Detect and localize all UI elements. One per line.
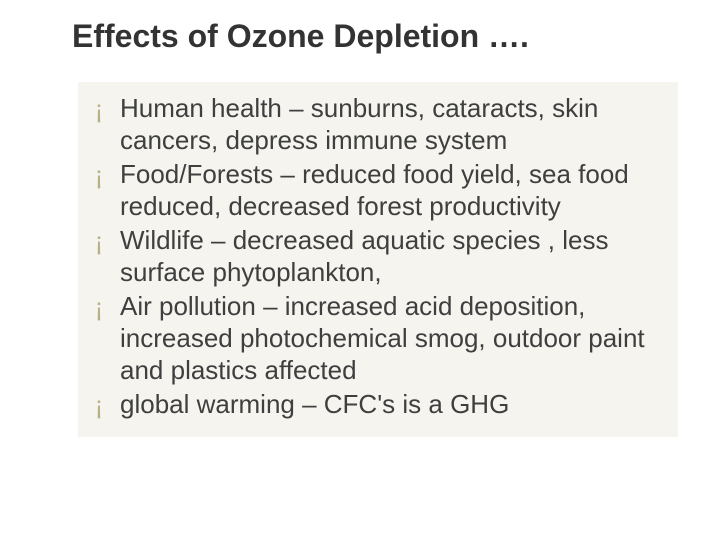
bullet-icon: ¡ [78,389,120,421]
list-item-text: Human health – sunburns, cataracts, skin… [120,92,670,156]
slide-body: ¡Human health – sunburns, cataracts, ski… [78,82,678,437]
list-item: ¡Air pollution – increased acid depositi… [78,290,670,386]
list-item: ¡Human health – sunburns, cataracts, ski… [78,92,670,156]
bullet-icon: ¡ [78,93,120,125]
bullet-icon: ¡ [78,291,120,323]
list-item-text: global warming – CFC's is a GHG [120,388,670,420]
list-item-text: Wildlife – decreased aquatic species , l… [120,224,670,288]
slide-title: Effects of Ozone Depletion …. [72,18,529,55]
list-item-text: Air pollution – increased acid depositio… [120,290,670,386]
slide: Effects of Ozone Depletion …. ¡Human hea… [0,0,720,540]
list-item-text: Food/Forests – reduced food yield, sea f… [120,158,670,222]
list-item: ¡Food/Forests – reduced food yield, sea … [78,158,670,222]
bullet-icon: ¡ [78,159,120,191]
list-item: ¡global warming – CFC's is a GHG [78,388,670,421]
list-item: ¡Wildlife – decreased aquatic species , … [78,224,670,288]
bullet-icon: ¡ [78,225,120,257]
